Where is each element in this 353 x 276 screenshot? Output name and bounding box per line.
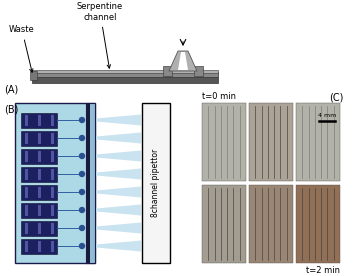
Bar	[32, 77, 218, 83]
Circle shape	[79, 243, 84, 248]
Circle shape	[79, 118, 84, 123]
Bar	[15, 103, 95, 263]
Bar	[38, 150, 41, 161]
Bar	[163, 66, 172, 76]
Circle shape	[79, 208, 84, 213]
Polygon shape	[96, 222, 141, 233]
Text: (A): (A)	[4, 85, 18, 95]
Polygon shape	[178, 52, 188, 70]
Circle shape	[79, 153, 84, 158]
Bar	[25, 222, 28, 233]
Text: t=2 min: t=2 min	[306, 266, 340, 275]
Bar	[25, 132, 28, 144]
Bar	[86, 103, 95, 263]
Bar	[38, 169, 41, 179]
Polygon shape	[96, 150, 141, 161]
Bar	[51, 187, 54, 198]
Bar	[249, 185, 293, 263]
Circle shape	[79, 190, 84, 195]
Polygon shape	[96, 205, 141, 216]
Bar	[51, 150, 54, 161]
Text: (B): (B)	[4, 105, 18, 115]
Bar	[38, 187, 41, 198]
Bar	[249, 103, 293, 181]
Bar	[51, 240, 54, 251]
Text: 8channel pipettor: 8channel pipettor	[151, 149, 161, 217]
Bar	[38, 222, 41, 233]
Circle shape	[79, 225, 84, 230]
Bar	[25, 115, 28, 126]
Bar	[51, 205, 54, 216]
Text: Serpentine
channel: Serpentine channel	[77, 2, 123, 68]
Polygon shape	[169, 51, 197, 71]
Polygon shape	[96, 187, 141, 198]
Bar	[249, 103, 293, 181]
Bar	[296, 103, 340, 181]
Bar	[249, 185, 293, 263]
Bar	[142, 103, 170, 263]
Bar	[25, 240, 28, 251]
Bar	[38, 240, 41, 251]
Bar	[21, 131, 57, 145]
Bar	[21, 221, 57, 235]
Bar	[51, 132, 54, 144]
Bar	[202, 185, 246, 263]
Bar	[21, 203, 57, 217]
Bar	[25, 150, 28, 161]
Bar	[30, 71, 37, 80]
Circle shape	[79, 136, 84, 140]
Text: 4 mm: 4 mm	[318, 113, 336, 118]
Bar	[25, 187, 28, 198]
Bar	[25, 169, 28, 179]
Polygon shape	[96, 132, 141, 144]
Bar	[202, 103, 246, 181]
Bar	[25, 205, 28, 216]
Bar	[87, 103, 90, 263]
Bar	[51, 115, 54, 126]
Bar	[32, 70, 218, 73]
Text: (C): (C)	[330, 93, 344, 103]
Bar	[38, 115, 41, 126]
Polygon shape	[96, 240, 141, 251]
Bar	[21, 238, 57, 253]
Bar	[51, 169, 54, 179]
Bar	[21, 184, 57, 200]
Bar	[21, 166, 57, 182]
Bar	[21, 148, 57, 163]
Bar	[38, 132, 41, 144]
Bar	[38, 205, 41, 216]
Polygon shape	[96, 115, 141, 126]
Bar	[21, 113, 57, 128]
Text: Waste: Waste	[9, 25, 35, 72]
Bar	[296, 185, 340, 263]
Text: t=0 min: t=0 min	[202, 92, 236, 101]
Polygon shape	[96, 169, 141, 179]
Bar	[51, 222, 54, 233]
Bar	[32, 72, 218, 77]
Circle shape	[79, 171, 84, 176]
Bar	[194, 66, 203, 76]
Bar	[296, 185, 340, 263]
Bar	[202, 185, 246, 263]
